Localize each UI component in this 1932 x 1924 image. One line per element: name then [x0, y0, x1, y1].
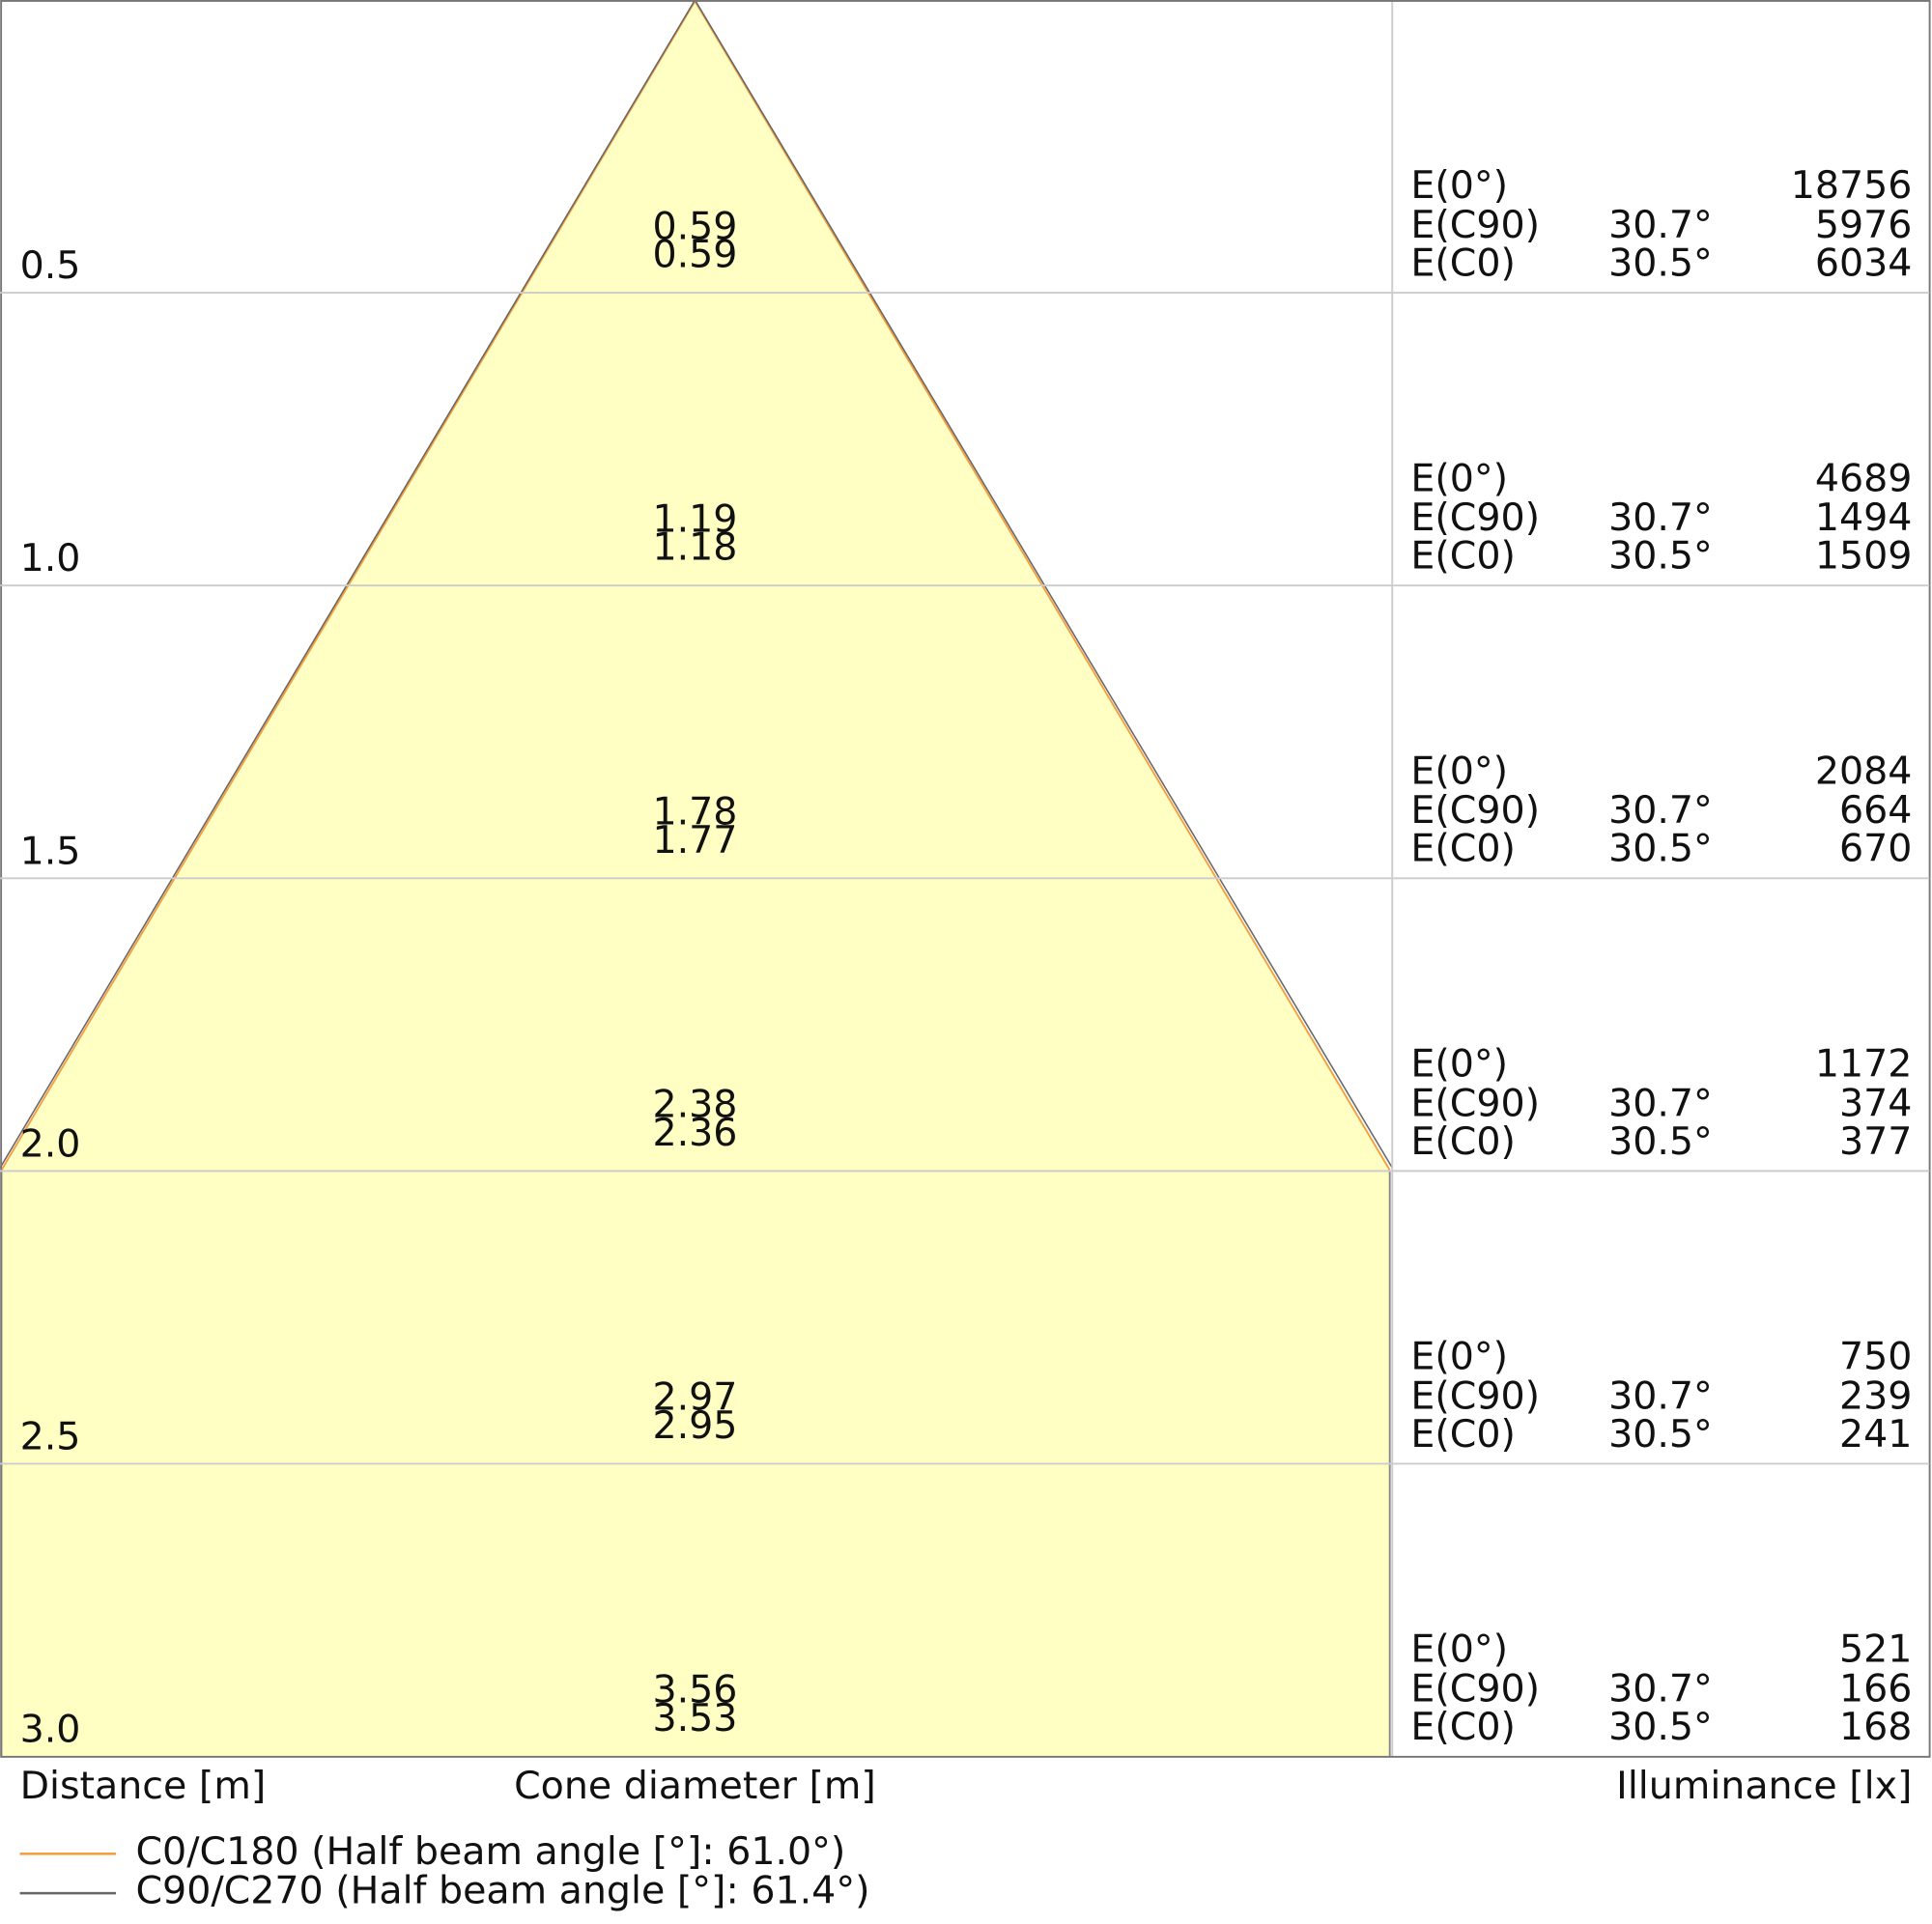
illuminance-label: E(C0) [1410, 1119, 1516, 1164]
illuminance-value: 6034 [1815, 241, 1913, 286]
illuminance-label: E(C0) [1410, 1705, 1516, 1749]
illuminance-value: 664 [1839, 788, 1912, 833]
distance-axis-label: Distance [m] [20, 1764, 267, 1808]
illuminance-label: E(C0) [1410, 534, 1516, 579]
cone-diameter: 3.56 [652, 1668, 737, 1712]
illuminance-value: 750 [1839, 1335, 1912, 1379]
cone-diameter: 2.36 [652, 1111, 737, 1155]
legend-label: C90/C270 (Half beam angle [°]: 61.4°) [135, 1869, 869, 1913]
illuminance-label: E(0°) [1410, 456, 1508, 500]
half-angle: 30.7° [1608, 1081, 1713, 1125]
illuminance-label: E(C90) [1410, 788, 1540, 833]
legend-label: C0/C180 (Half beam angle [°]: 61.0°) [135, 1829, 845, 1874]
cone-diameter: 2.38 [652, 1083, 737, 1127]
illuminance-value: 241 [1839, 1412, 1912, 1457]
cone-diameter: 0.59 [652, 233, 737, 277]
half-angle: 30.5° [1608, 534, 1713, 579]
cone-diameter: 0.59 [652, 204, 737, 248]
half-angle: 30.7° [1608, 1666, 1713, 1711]
distance-label: 1.5 [20, 829, 81, 873]
illuminance-label: E(0°) [1410, 1041, 1508, 1086]
illuminance-value: 2084 [1815, 749, 1913, 793]
cone-diameter: 1.19 [652, 496, 737, 541]
cone-diameter: 1.18 [652, 525, 737, 570]
illuminance-label: E(C90) [1410, 1666, 1540, 1711]
illuminance-value: 377 [1839, 1119, 1912, 1164]
illuminance-label: E(C90) [1410, 1081, 1540, 1125]
cone-diameter: 2.95 [652, 1403, 737, 1448]
distance-label: 2.5 [20, 1414, 81, 1458]
illuminance-value: 18756 [1791, 163, 1913, 208]
illuminance-value: 1494 [1815, 495, 1913, 540]
half-angle: 30.5° [1608, 1412, 1713, 1457]
illuminance-label: E(C0) [1410, 1412, 1516, 1457]
distance-label: 3.0 [20, 1708, 81, 1752]
illuminance-label: E(0°) [1410, 749, 1508, 793]
illuminance-value: 521 [1839, 1627, 1912, 1672]
legend: C0/C180 (Half beam angle [°]: 61.0°)C90/… [19, 1829, 870, 1913]
illuminance-value: 168 [1839, 1705, 1912, 1749]
illuminance-value: 1172 [1815, 1041, 1913, 1086]
distance-label: 2.0 [20, 1121, 81, 1166]
cone-c90 [0, 0, 1393, 1169]
illuminance-label: E(C90) [1410, 203, 1540, 247]
rows: 0.5 0.590.59 E(0°) 18756 E(C90) 30.7° 5976 E(C0… [0, 163, 1930, 1752]
distance-label: 1.0 [20, 536, 81, 580]
half-angle: 30.5° [1608, 827, 1713, 871]
half-angle: 30.7° [1608, 495, 1713, 540]
illuminance-label: E(0°) [1410, 1627, 1508, 1672]
illuminance-value: 1509 [1815, 534, 1913, 579]
illuminance-label: E(C0) [1410, 827, 1516, 871]
cone-diameter: 3.53 [652, 1696, 737, 1740]
cone-diameter: 2.97 [652, 1375, 737, 1420]
distance-label: 0.5 [20, 243, 81, 288]
cone-axis-label: Cone diameter [m] [514, 1764, 876, 1808]
illuminance-label: E(C0) [1410, 241, 1516, 286]
cone-diameter: 1.77 [652, 818, 737, 863]
illuminance-label: E(C90) [1410, 495, 1540, 540]
cone-diameter: 1.78 [652, 789, 737, 834]
half-angle: 30.7° [1608, 788, 1713, 833]
illuminance-label: E(0°) [1410, 1335, 1508, 1379]
illuminance-label: E(C90) [1410, 1373, 1540, 1418]
illuminance-value: 166 [1839, 1666, 1912, 1711]
illuminance-axis-label: Illuminance [lx] [1616, 1764, 1912, 1808]
half-angle: 30.5° [1608, 1119, 1713, 1164]
illuminance-value: 670 [1839, 827, 1912, 871]
illuminance-label: E(0°) [1410, 163, 1508, 208]
half-angle: 30.5° [1608, 1705, 1713, 1749]
illuminance-value: 5976 [1815, 203, 1913, 247]
illuminance-value: 374 [1839, 1081, 1912, 1125]
illuminance-value: 4689 [1815, 456, 1913, 500]
half-angle: 30.5° [1608, 241, 1713, 286]
half-angle: 30.7° [1608, 203, 1713, 247]
illuminance-value: 239 [1839, 1373, 1912, 1418]
half-angle: 30.7° [1608, 1373, 1713, 1418]
